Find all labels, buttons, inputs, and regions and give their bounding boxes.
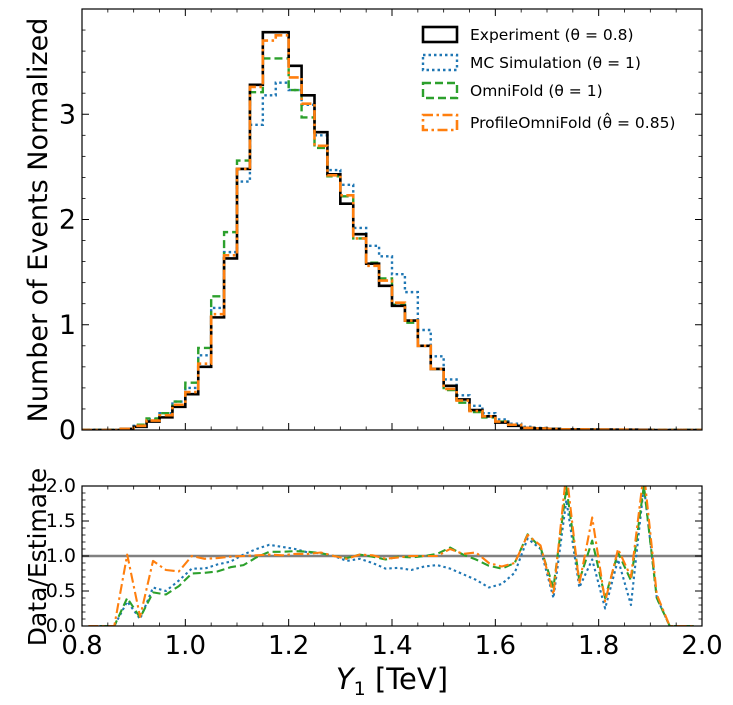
bottom-y-tick-label: 0.5 bbox=[46, 580, 76, 602]
x-tick-label: 0.8 bbox=[61, 631, 102, 661]
legend-label-0: Experiment (θ = 0.8) bbox=[470, 26, 634, 44]
bottom-y-tick-label: 1.5 bbox=[46, 510, 76, 532]
ratio-panel: 0.8 1.0 1.2 1.4 1.6 1.8 2.0 0.0 0.5 1.0 1.5 2.0 bbox=[46, 475, 723, 661]
legend-handle-2 bbox=[421, 81, 459, 100]
top-y-tick-label: 1 bbox=[59, 310, 76, 341]
x-tick-label: 1.4 bbox=[371, 631, 412, 661]
x-axis-label: Y1 [TeV] bbox=[336, 662, 448, 700]
x-axis-label-symbol: Y bbox=[336, 662, 356, 696]
top-y-axis-label: Number of Events Normalized bbox=[23, 18, 54, 423]
legend: Experiment (θ = 0.8) MC Simulation (θ = 1… bbox=[421, 25, 675, 132]
top-y-tick-label: 0 bbox=[59, 415, 76, 446]
bottom-y-axis-label: Data/Estimate bbox=[23, 468, 52, 647]
legend-label-1: MC Simulation (θ = 1) bbox=[470, 54, 641, 72]
top-plot-frame bbox=[81, 8, 703, 431]
legend-label-3: ProfileOmniFold (θ̂ = 0.85) bbox=[470, 112, 675, 132]
legend-handle-1 bbox=[421, 53, 459, 72]
x-tick-label: 1.6 bbox=[475, 631, 516, 661]
x-tick-label: 2.0 bbox=[681, 631, 722, 661]
x-tick-label: 1.0 bbox=[165, 631, 206, 661]
ratio-series-2 bbox=[88, 486, 696, 626]
legend-handle-3 bbox=[421, 113, 459, 132]
x-axis-label-unit: [TeV] bbox=[366, 662, 448, 696]
top-y-tick-label: 3 bbox=[59, 99, 76, 130]
histogram-panel: 0 1 2 3 bbox=[59, 8, 703, 446]
x-axis-label-subscript: 1 bbox=[354, 678, 366, 700]
legend-label-2: OmniFold (θ = 1) bbox=[470, 82, 603, 100]
histogram-series-1 bbox=[82, 81, 702, 430]
x-tick-label: 1.8 bbox=[578, 631, 619, 661]
bottom-y-tick-label: 1.0 bbox=[46, 545, 76, 567]
x-tick-label: 1.2 bbox=[268, 631, 309, 661]
top-y-tick-label: 2 bbox=[59, 205, 76, 236]
bottom-y-tick-label: 2.0 bbox=[46, 475, 76, 497]
histogram-series-0 bbox=[82, 30, 702, 430]
bottom-y-tick-label: 0.0 bbox=[46, 615, 76, 637]
histogram-series-3 bbox=[82, 34, 702, 430]
legend-handle-0 bbox=[421, 25, 459, 44]
